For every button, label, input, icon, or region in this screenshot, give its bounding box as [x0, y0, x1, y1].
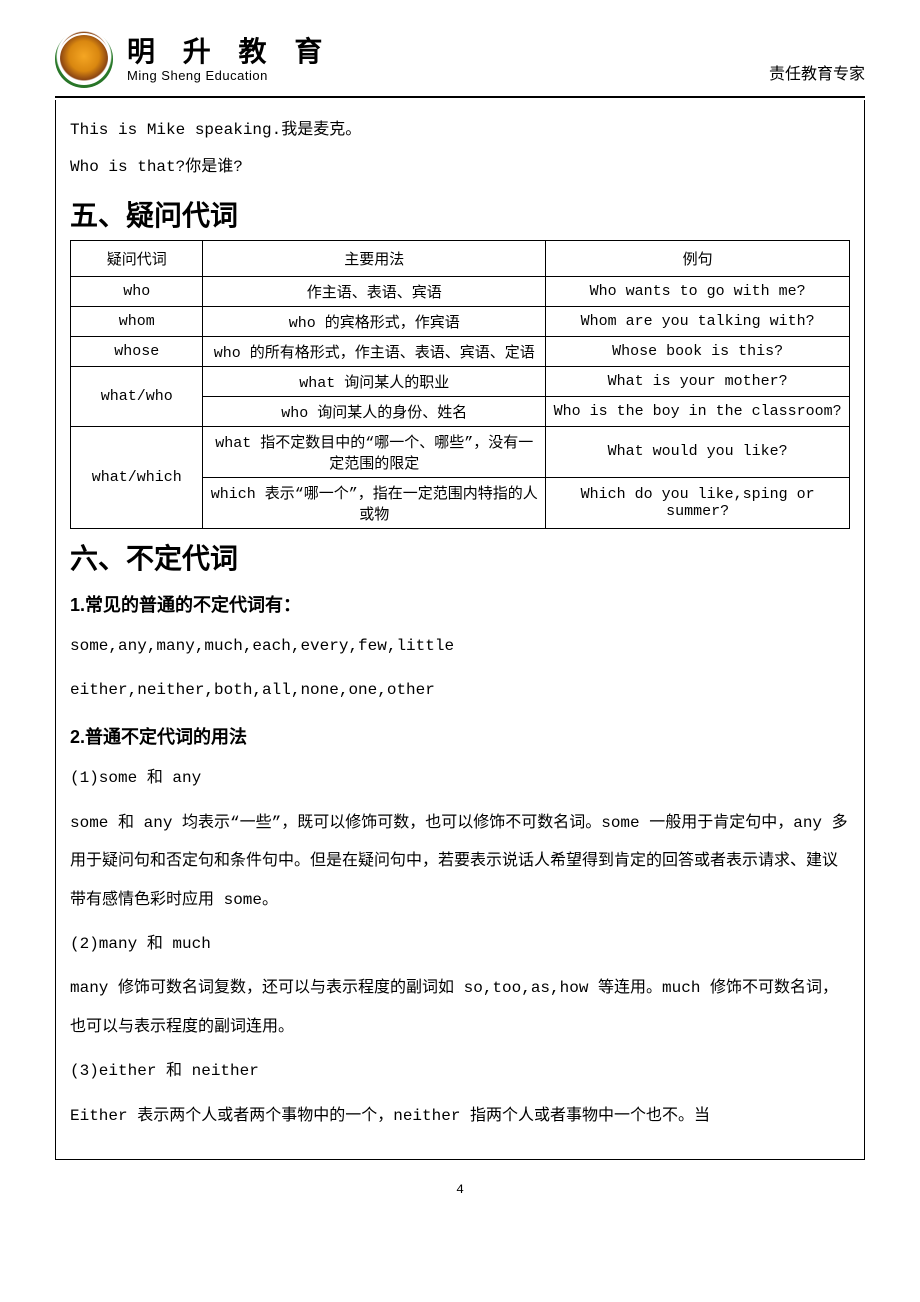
- section-6-title: 六、不定代词: [70, 537, 850, 577]
- usage-cell: what 指不定数目中的“哪一个、哪些”，没有一定范围的限定: [203, 426, 546, 477]
- example-cell: Who wants to go with me?: [546, 276, 850, 306]
- table-row: who 作主语、表语、宾语 Who wants to go with me?: [71, 276, 850, 306]
- table-header: 例句: [546, 240, 850, 276]
- usage-cell: who 询问某人的身份、姓名: [203, 396, 546, 426]
- pronoun-cell: who: [71, 276, 203, 306]
- pronoun-cell: what/which: [71, 426, 203, 528]
- table-header: 主要用法: [203, 240, 546, 276]
- usage-cell: who 的所有格形式，作主语、表语、宾语、定语: [203, 336, 546, 366]
- table-header: 疑问代词: [71, 240, 203, 276]
- content-frame: This is Mike speaking.我是麦克。 Who is that?…: [55, 100, 865, 1160]
- pronoun-cell: whose: [71, 336, 203, 366]
- header-divider: [55, 96, 865, 98]
- example-cell: Which do you like,sping or summer?: [546, 477, 850, 528]
- pronoun-list-1: some,any,many,much,each,every,few,little: [70, 627, 850, 665]
- brand-logo-icon: [55, 30, 113, 88]
- usage-3-title: (3)either 和 neither: [70, 1052, 850, 1090]
- section-5-title: 五、疑问代词: [70, 194, 850, 234]
- example-cell: Whose book is this?: [546, 336, 850, 366]
- document-page: 明 升 教 育 Ming Sheng Education 责任教育专家 This…: [0, 0, 920, 1237]
- table-row: what/which what 指不定数目中的“哪一个、哪些”，没有一定范围的限…: [71, 426, 850, 477]
- page-header: 明 升 教 育 Ming Sheng Education 责任教育专家: [55, 30, 865, 96]
- usage-1-title: (1)some 和 any: [70, 759, 850, 797]
- table-row: whom who 的宾格形式，作宾语 Whom are you talking …: [71, 306, 850, 336]
- usage-cell: 作主语、表语、宾语: [203, 276, 546, 306]
- usage-cell: who 的宾格形式，作宾语: [203, 306, 546, 336]
- table-row: what/who what 询问某人的职业 What is your mothe…: [71, 366, 850, 396]
- usage-2-body: many 修饰可数名词复数，还可以与表示程度的副词如 so,too,as,how…: [70, 969, 850, 1046]
- usage-3-body: Either 表示两个人或者两个事物中的一个，neither 指两个人或者事物中…: [70, 1097, 850, 1135]
- table-header-row: 疑问代词 主要用法 例句: [71, 240, 850, 276]
- usage-cell: what 询问某人的职业: [203, 366, 546, 396]
- brand-text: 明 升 教 育 Ming Sheng Education: [127, 35, 332, 84]
- brand-name-en: Ming Sheng Education: [127, 68, 332, 83]
- brand-name-cn: 明 升 教 育: [127, 35, 332, 69]
- section-6-sub2: 2.普通不定代词的用法: [70, 723, 850, 749]
- page-number: 4: [55, 1182, 865, 1197]
- pronoun-cell: what/who: [71, 366, 203, 426]
- intro-line-1: This is Mike speaking.我是麦克。: [70, 112, 850, 149]
- section-6-sub1: 1.常见的普通的不定代词有：: [70, 591, 850, 617]
- interrogative-pronouns-table: 疑问代词 主要用法 例句 who 作主语、表语、宾语 Who wants to …: [70, 240, 850, 529]
- example-cell: What would you like?: [546, 426, 850, 477]
- table-row: whose who 的所有格形式，作主语、表语、宾语、定语 Whose book…: [71, 336, 850, 366]
- pronoun-list-2: either,neither,both,all,none,one,other: [70, 671, 850, 709]
- intro-line-2: Who is that?你是谁?: [70, 149, 850, 186]
- table-body: who 作主语、表语、宾语 Who wants to go with me? w…: [71, 276, 850, 528]
- usage-2-title: (2)many 和 much: [70, 925, 850, 963]
- usage-1-body: some 和 any 均表示“一些”，既可以修饰可数，也可以修饰不可数名词。so…: [70, 804, 850, 919]
- example-cell: Who is the boy in the classroom?: [546, 396, 850, 426]
- example-cell: What is your mother?: [546, 366, 850, 396]
- pronoun-cell: whom: [71, 306, 203, 336]
- example-cell: Whom are you talking with?: [546, 306, 850, 336]
- brand-tagline: 责任教育专家: [769, 60, 865, 88]
- header-left: 明 升 教 育 Ming Sheng Education: [55, 30, 332, 88]
- usage-cell: which 表示“哪一个”，指在一定范围内特指的人或物: [203, 477, 546, 528]
